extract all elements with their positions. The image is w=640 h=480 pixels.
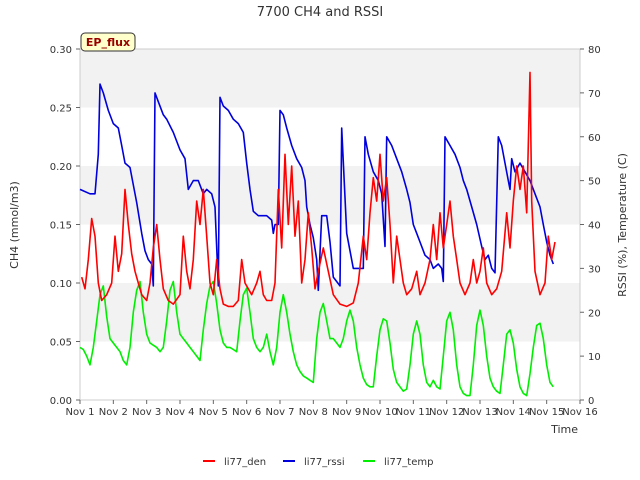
- x-tick-label: Nov 14: [496, 407, 531, 418]
- x-tick-label: Nov 12: [429, 407, 464, 418]
- right-axis-label: RSSI (%), Temperature (C): [616, 153, 629, 297]
- right-tick-label: 10: [588, 352, 601, 363]
- left-tick-label: 0.00: [50, 396, 72, 407]
- legend-label-li77_rssi: li77_rssi: [304, 457, 345, 468]
- series-line-li77_rssi: [79, 83, 555, 292]
- right-tick-label: 0: [588, 396, 594, 407]
- x-tick-label: Nov 15: [529, 407, 564, 418]
- right-tick-label: 80: [588, 45, 601, 56]
- legend: li77_den li77_rssi li77_temp: [203, 457, 433, 468]
- right-tick-label: 70: [588, 89, 601, 100]
- x-tick-label: Nov 13: [462, 407, 497, 418]
- x-axis-ticks: Nov 1 Nov 2 Nov 3 Nov 4 Nov 5 Nov 6 Nov 7 Nov 8…: [65, 400, 598, 418]
- x-tick-label: Nov 4: [165, 407, 194, 418]
- ep-flux-badge: EP_flux: [80, 32, 136, 52]
- right-tick-label: 60: [588, 133, 601, 144]
- series-line-li77_temp: [79, 280, 554, 397]
- x-tick-label: Nov 1: [65, 407, 94, 418]
- x-axis-label: Time: [550, 423, 578, 436]
- x-tick-label: Nov 5: [199, 407, 228, 418]
- left-tick-label: 0.20: [50, 162, 72, 173]
- x-tick-label: Nov 6: [232, 407, 261, 418]
- x-tick-label: Nov 8: [299, 407, 328, 418]
- badge-box: [80, 32, 136, 52]
- background-band-0: [80, 283, 580, 342]
- series-line-li77_den: [80, 71, 556, 308]
- right-axis-ticks: 0 10 20 30 40 50 60 70 80: [580, 45, 601, 407]
- left-tick-label: 0.10: [50, 279, 72, 290]
- background-band-2: [80, 49, 580, 108]
- badge-label: EP_flux: [86, 36, 130, 49]
- x-tick-label: Nov 7: [265, 407, 294, 418]
- legend-label-li77_temp: li77_temp: [384, 457, 433, 468]
- left-tick-label: 0.15: [50, 221, 72, 232]
- right-tick-label: 20: [588, 308, 601, 319]
- series-lines: [79, 71, 556, 397]
- left-tick-label: 0.30: [50, 45, 72, 56]
- right-tick-label: 50: [588, 177, 601, 188]
- left-axis-label: CH4 (mmol/m3): [8, 181, 21, 269]
- x-tick-label: Nov 3: [132, 407, 161, 418]
- left-tick-label: 0.05: [50, 338, 72, 349]
- chart-title: 7700 CH4 and RSSI: [257, 5, 383, 20]
- right-tick-label: 30: [588, 264, 601, 275]
- x-tick-label: Nov 11: [396, 407, 431, 418]
- right-tick-label: 40: [588, 221, 601, 232]
- legend-label-li77_den: li77_den: [224, 457, 266, 468]
- x-tick-label: Nov 2: [99, 407, 128, 418]
- x-tick-label: Nov 10: [362, 407, 397, 418]
- x-tick-label: Nov 9: [332, 407, 361, 418]
- left-axis-ticks: 0.00 0.05 0.10 0.15 0.20 0.25 0.30: [50, 45, 80, 407]
- left-tick-label: 0.25: [50, 104, 72, 115]
- x-tick-label: Nov 16: [562, 407, 597, 418]
